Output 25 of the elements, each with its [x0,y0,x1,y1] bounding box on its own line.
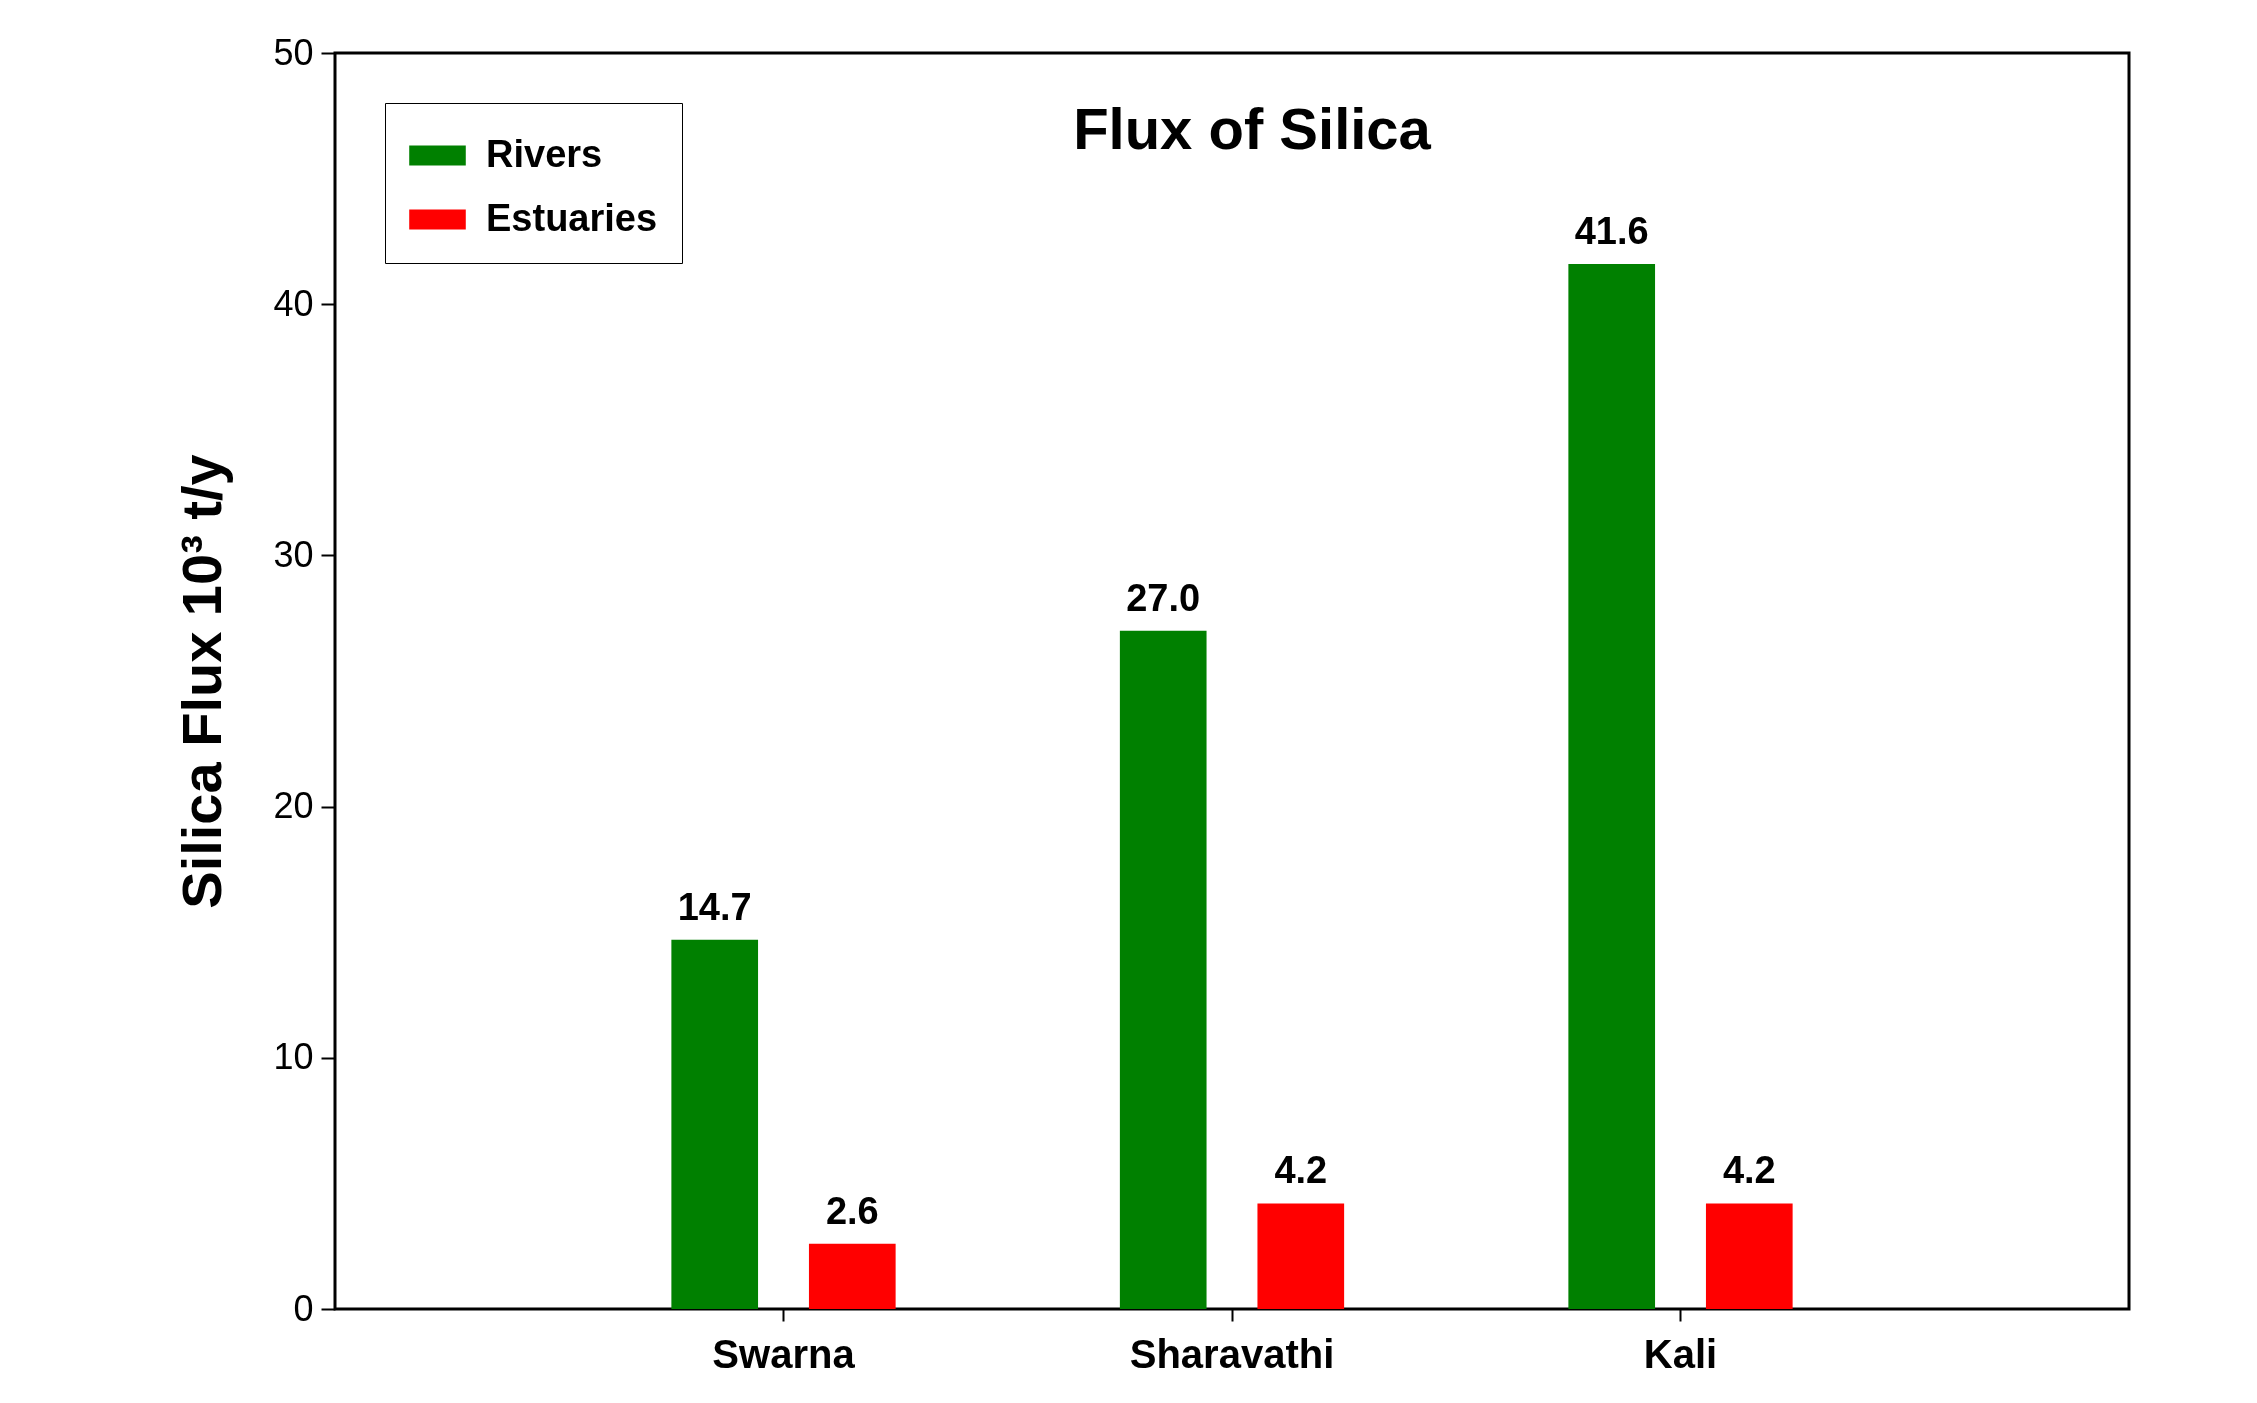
y-tick-label: 40 [273,282,314,324]
data-label: 14.7 [677,885,752,928]
legend-label: Rivers [486,132,603,175]
bar [1568,264,1656,1309]
bar [671,939,759,1309]
data-label: 4.2 [1274,1149,1328,1192]
legend-label: Estuaries [486,196,658,239]
y-tick-label: 50 [273,31,314,73]
text: Flux of Silica [1073,96,1432,161]
y-tick-label: 30 [273,533,314,575]
bar [1705,1203,1793,1309]
bar [1257,1203,1345,1309]
data-label: 4.2 [1722,1149,1776,1192]
data-label: 2.6 [825,1189,879,1232]
data-label: 27.0 [1126,576,1201,619]
x-tick-label: Sharavathi [1129,1331,1335,1376]
y-axis-title: Silica Flux 10³ t/y [170,454,234,909]
bar [808,1243,896,1309]
bar [1119,630,1207,1309]
data-label: 41.6 [1574,210,1649,253]
y-tick-label: 0 [293,1287,314,1329]
y-tick-label: 20 [273,785,314,827]
x-tick-label: Swarna [712,1331,856,1376]
y-tick-label: 10 [273,1036,314,1078]
x-tick-label: Kali [1643,1331,1718,1376]
